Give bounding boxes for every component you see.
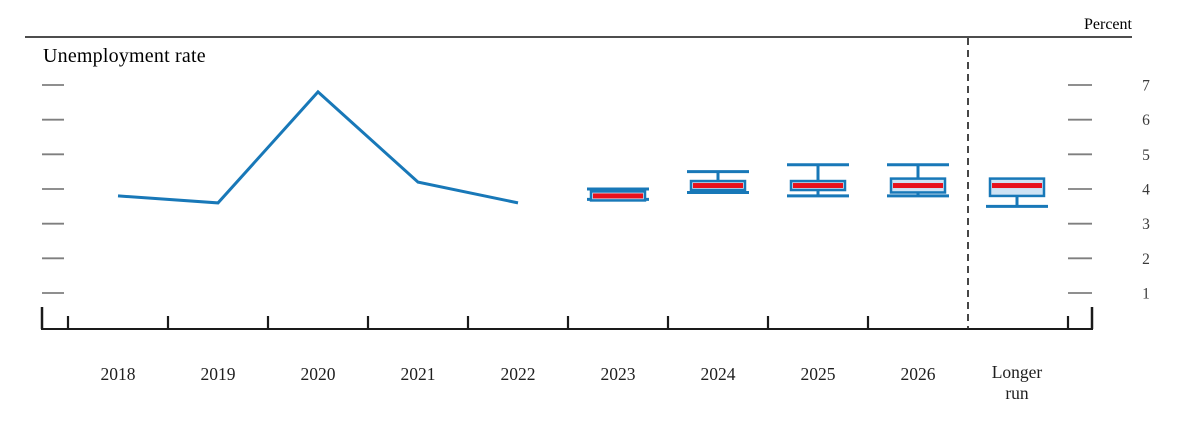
- median-bar: [693, 183, 743, 189]
- x-axis-year-label: 2019: [201, 364, 236, 384]
- median-bar: [593, 193, 643, 199]
- x-axis-year-label: 2022: [501, 364, 536, 384]
- x-axis-year-label: 2025: [801, 364, 836, 384]
- median-bar: [992, 183, 1042, 189]
- x-axis-year-label: 2020: [301, 364, 336, 384]
- y-axis-tick-label: 4: [1142, 181, 1150, 198]
- projection-box-longer-run: [986, 177, 1048, 208]
- x-axis-year-label: 2021: [401, 364, 436, 384]
- y-axis-tick-label: 6: [1142, 112, 1150, 129]
- y-axis-unit-label: Percent: [1084, 16, 1132, 33]
- projection-box-2026: [887, 163, 949, 198]
- y-axis-tick-label: 7: [1142, 77, 1150, 94]
- median-bar: [893, 183, 943, 189]
- x-axis-year-label: 2018: [101, 364, 136, 384]
- y-axis-tick-label: 3: [1142, 216, 1150, 233]
- x-axis-year-label: 2024: [701, 364, 736, 384]
- y-axis-tick-label: 5: [1142, 147, 1150, 164]
- median-bar: [793, 183, 843, 189]
- x-axis-year-label: 2026: [901, 364, 936, 384]
- projection-box-2025: [787, 163, 849, 198]
- x-axis-longer-run-label: Longer run: [992, 362, 1043, 403]
- y-axis-tick-label: 2: [1142, 251, 1150, 268]
- x-axis-year-label: 2023: [601, 364, 636, 384]
- y-axis-tick-label: 1: [1142, 286, 1150, 303]
- projection-box-2023: [587, 187, 649, 202]
- unemployment-line-series: [117, 89, 519, 205]
- chart-title: Unemployment rate: [43, 45, 206, 67]
- projection-box-2024: [687, 170, 749, 194]
